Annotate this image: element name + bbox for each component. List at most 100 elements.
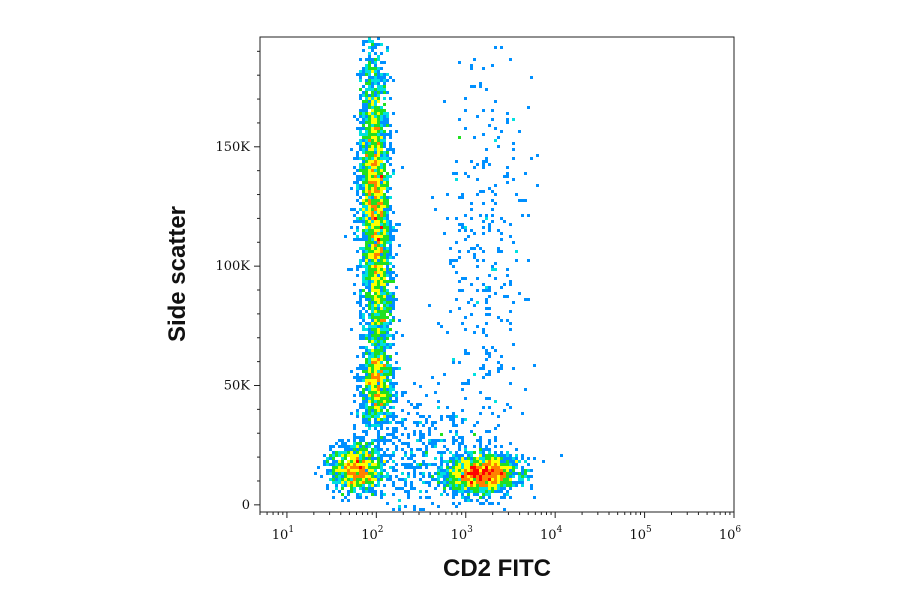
- scatter-point: [368, 94, 371, 97]
- scatter-point: [374, 115, 377, 118]
- scatter-point: [383, 358, 386, 361]
- scatter-point: [362, 247, 365, 250]
- scatter-point: [314, 472, 317, 475]
- scatter-point: [389, 229, 392, 232]
- scatter-point: [422, 460, 425, 463]
- scatter-point: [386, 328, 389, 331]
- scatter-point: [362, 307, 365, 310]
- x-tick-exponent: 4: [557, 525, 563, 535]
- scatter-point: [326, 460, 329, 463]
- scatter-point: [449, 451, 452, 454]
- scatter-point: [338, 478, 341, 481]
- scatter-point: [431, 439, 434, 442]
- scatter-point: [377, 109, 380, 112]
- scatter-point: [380, 388, 383, 391]
- scatter-point: [380, 154, 383, 157]
- scatter-point: [380, 331, 383, 334]
- scatter-point: [386, 151, 389, 154]
- scatter-point: [386, 112, 389, 115]
- scatter-point: [485, 484, 488, 487]
- scatter-point: [365, 232, 368, 235]
- scatter-point: [368, 154, 371, 157]
- scatter-point: [500, 286, 503, 289]
- scatter-point: [359, 436, 362, 439]
- scatter-point: [479, 391, 482, 394]
- scatter-point: [365, 64, 368, 67]
- scatter-point: [362, 199, 365, 202]
- scatter-point: [377, 292, 380, 295]
- scatter-point: [347, 499, 350, 502]
- scatter-point: [392, 367, 395, 370]
- scatter-point: [362, 277, 365, 280]
- scatter-point: [440, 481, 443, 484]
- scatter-point: [371, 253, 374, 256]
- scatter-point: [335, 454, 338, 457]
- scatter-point: [353, 232, 356, 235]
- scatter-point: [386, 133, 389, 136]
- scatter-point: [500, 463, 503, 466]
- scatter-point: [377, 82, 380, 85]
- scatter-point: [488, 355, 491, 358]
- scatter-point: [362, 295, 365, 298]
- scatter-point: [371, 313, 374, 316]
- scatter-point: [350, 454, 353, 457]
- scatter-point: [374, 238, 377, 241]
- scatter-point: [527, 457, 530, 460]
- scatter-point: [371, 79, 374, 82]
- scatter-point: [386, 91, 389, 94]
- scatter-point: [440, 472, 443, 475]
- scatter-point: [482, 232, 485, 235]
- scatter-point: [359, 484, 362, 487]
- scatter-point: [386, 160, 389, 163]
- scatter-point: [422, 451, 425, 454]
- scatter-point: [374, 334, 377, 337]
- scatter-point: [482, 406, 485, 409]
- scatter-point: [497, 316, 500, 319]
- scatter-point: [362, 175, 365, 178]
- scatter-point: [410, 451, 413, 454]
- scatter-point: [395, 469, 398, 472]
- scatter-point: [482, 190, 485, 193]
- scatter-point: [470, 298, 473, 301]
- scatter-point: [461, 196, 464, 199]
- scatter-point: [497, 472, 500, 475]
- scatter-point: [377, 229, 380, 232]
- scatter-point: [482, 364, 485, 367]
- scatter-point: [380, 238, 383, 241]
- scatter-point: [374, 73, 377, 76]
- scatter-point: [404, 418, 407, 421]
- scatter-point: [491, 469, 494, 472]
- scatter-point: [374, 43, 377, 46]
- scatter-point: [380, 496, 383, 499]
- scatter-point: [419, 466, 422, 469]
- y-tick-label: 150K: [215, 140, 250, 155]
- scatter-point: [509, 496, 512, 499]
- scatter-point: [377, 478, 380, 481]
- scatter-point: [476, 178, 479, 181]
- scatter-point: [362, 394, 365, 397]
- scatter-point: [371, 223, 374, 226]
- scatter-point: [488, 475, 491, 478]
- scatter-point: [470, 454, 473, 457]
- scatter-point: [485, 499, 488, 502]
- scatter-point: [350, 484, 353, 487]
- scatter-point: [371, 358, 374, 361]
- scatter-point: [380, 475, 383, 478]
- scatter-point: [380, 385, 383, 388]
- scatter-point: [503, 496, 506, 499]
- scatter-point: [341, 484, 344, 487]
- scatter-point: [371, 211, 374, 214]
- scatter-point: [335, 442, 338, 445]
- scatter-point: [380, 316, 383, 319]
- scatter-point: [383, 319, 386, 322]
- scatter-point: [518, 130, 521, 133]
- x-tick-exponent: 3: [467, 525, 473, 535]
- scatter-point: [374, 100, 377, 103]
- scatter-point: [464, 475, 467, 478]
- scatter-point: [509, 457, 512, 460]
- scatter-point: [512, 367, 515, 370]
- scatter-point: [362, 400, 365, 403]
- scatter-point: [488, 295, 491, 298]
- scatter-point: [362, 40, 365, 43]
- scatter-point: [413, 433, 416, 436]
